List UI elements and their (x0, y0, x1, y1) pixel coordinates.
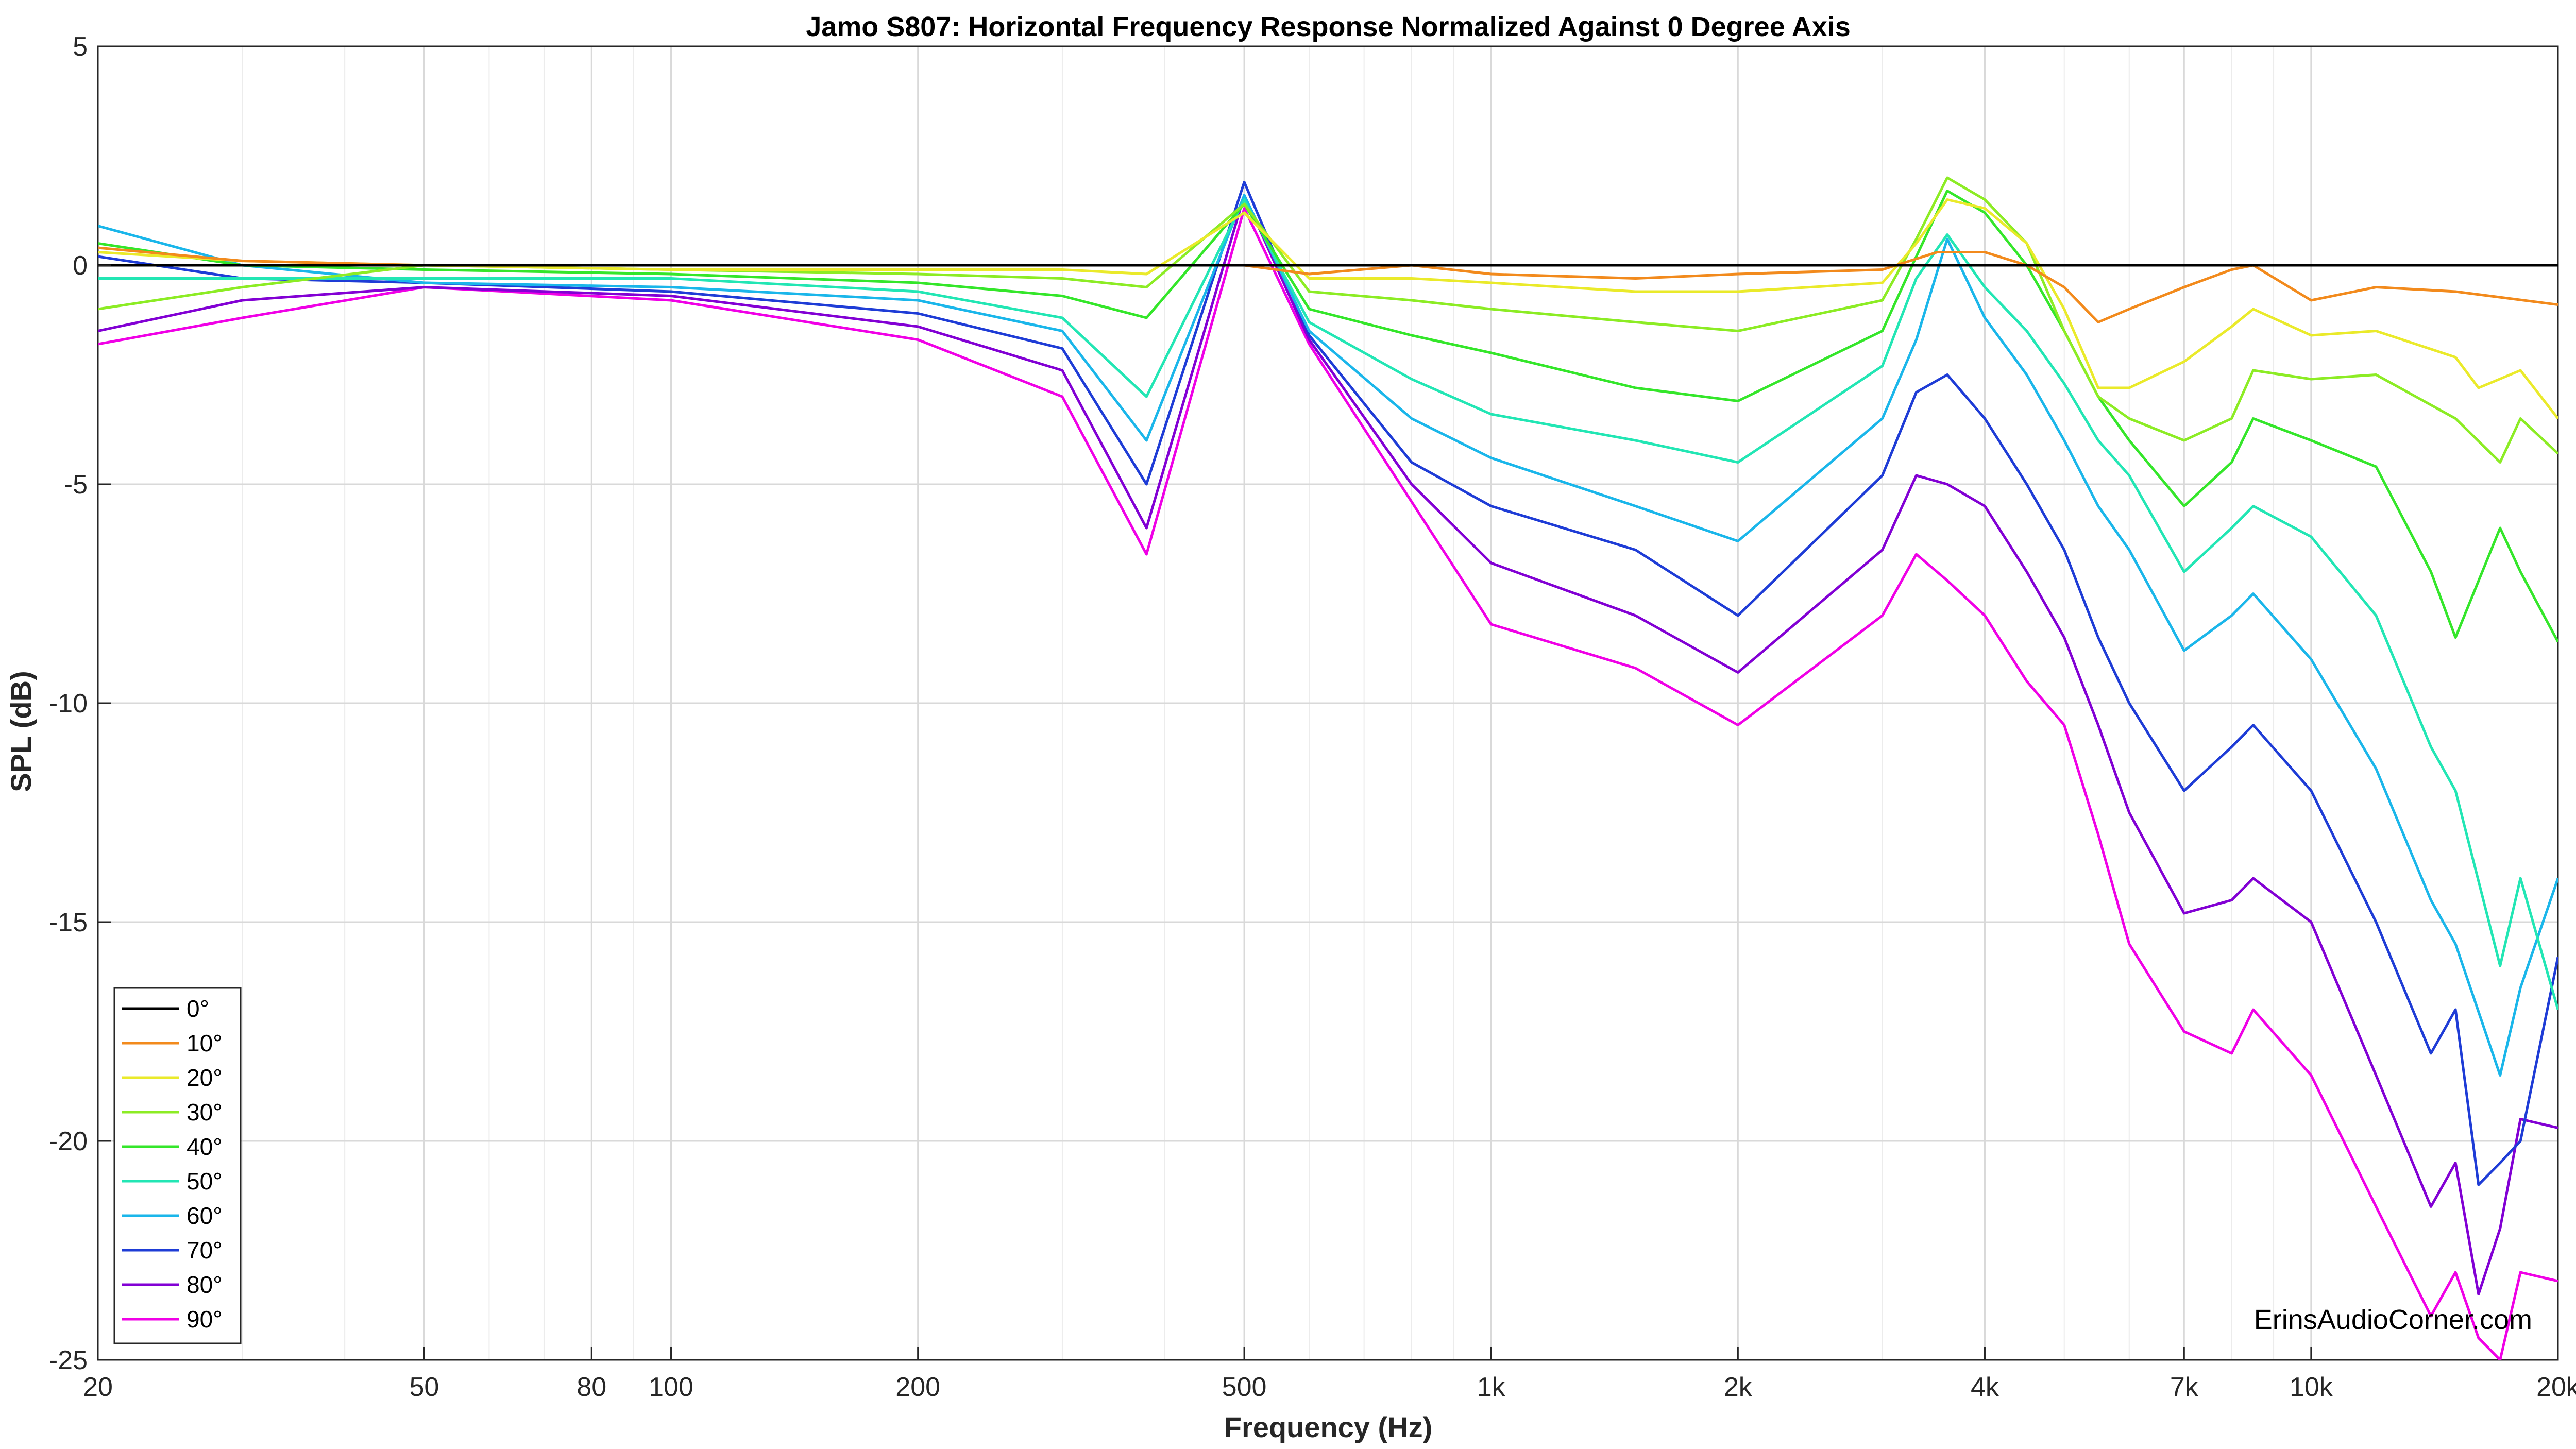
y-tick-label: -5 (64, 470, 88, 500)
x-tick-label: 200 (895, 1372, 940, 1402)
legend-label: 10° (187, 1030, 223, 1056)
y-axis-title: SPL (dB) (5, 671, 37, 792)
legend-label: 70° (187, 1237, 223, 1264)
tick-labels: 20 50 80 100 200 500 1k 2k 4k 7k 10k 20k50-5-10-15-… (49, 32, 2576, 1402)
series-line-50deg (98, 198, 2558, 1010)
x-tick-label: 20k (2536, 1372, 2576, 1402)
y-tick-label: 0 (73, 251, 88, 281)
series-line-80deg (98, 194, 2558, 1295)
legend-label: 30° (187, 1099, 223, 1126)
series-line-60deg (98, 194, 2558, 1077)
x-tick-label: 500 (1222, 1372, 1267, 1402)
series-line-30deg (98, 176, 2558, 464)
legend-label: 80° (187, 1271, 223, 1298)
x-tick-label: 20 (83, 1372, 113, 1402)
y-tick-label: -25 (49, 1345, 88, 1375)
x-tick-label: 1k (1477, 1372, 1506, 1402)
x-axis-title: Frequency (Hz) (1224, 1411, 1433, 1443)
legend-label: 0° (187, 995, 209, 1022)
x-tick-label: 2k (1724, 1372, 1753, 1402)
y-tick-label: 5 (73, 32, 88, 62)
x-tick-label: 7k (2170, 1372, 2199, 1402)
x-tick-label: 50 (409, 1372, 439, 1402)
x-tick-label: 4k (1971, 1372, 1999, 1402)
x-tick-label: 10k (2290, 1372, 2333, 1402)
legend-label: 40° (187, 1133, 223, 1160)
y-tick-label: -15 (49, 908, 88, 937)
legend-label: 20° (187, 1064, 223, 1091)
series-line-70deg (98, 181, 2558, 1186)
legend-label: 50° (187, 1168, 223, 1195)
chart-title: Jamo S807: Horizontal Frequency Response… (806, 11, 1851, 42)
series-line-90deg (98, 207, 2558, 1360)
series-line-20deg (98, 198, 2558, 420)
legend-label: 90° (187, 1306, 223, 1333)
x-tick-label: 80 (577, 1372, 606, 1402)
y-tick-label: -10 (49, 689, 88, 719)
legend-label: 60° (187, 1202, 223, 1229)
y-tick-label: -20 (49, 1127, 88, 1156)
legend: 0° 10° 20° 30° 40° 50° 60° 70° 80° 90° (113, 987, 242, 1344)
series-lines (98, 176, 2558, 1360)
series-line-40deg (98, 190, 2558, 643)
watermark-annotation: ErinsAudioCorner.com (2254, 1304, 2532, 1335)
x-tick-label: 100 (649, 1372, 693, 1402)
